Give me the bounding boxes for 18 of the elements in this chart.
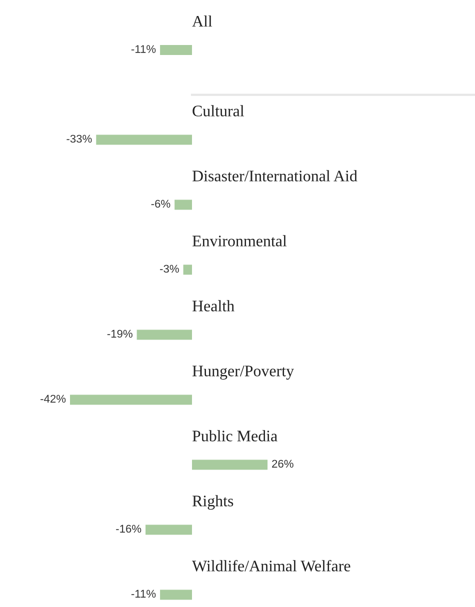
data-label: -16% [116,524,142,533]
data-label: -42% [40,394,66,403]
y-tick-label: Disaster/International Aid [192,170,358,182]
y-tick-label: Health [192,300,234,312]
y-tick-label: Wildlife/Animal Welfare [192,560,350,572]
data-label: -33% [66,134,92,143]
data-label: -6% [151,200,170,208]
y-tick-label: Rights [192,495,234,510]
y-tick-label: All [192,15,212,27]
data-label: -11% [131,590,156,598]
data-label: -3% [160,264,179,273]
y-tick-label: Environmental [192,235,287,246]
data-label: 26% [272,460,294,468]
y-tick-label: Hunger/Poverty [192,366,294,380]
y-tick-label: Cultural [192,105,244,116]
y-tick-label: Public Media [192,430,278,442]
data-label: -19% [107,330,132,338]
data-label: -11% [131,45,156,53]
